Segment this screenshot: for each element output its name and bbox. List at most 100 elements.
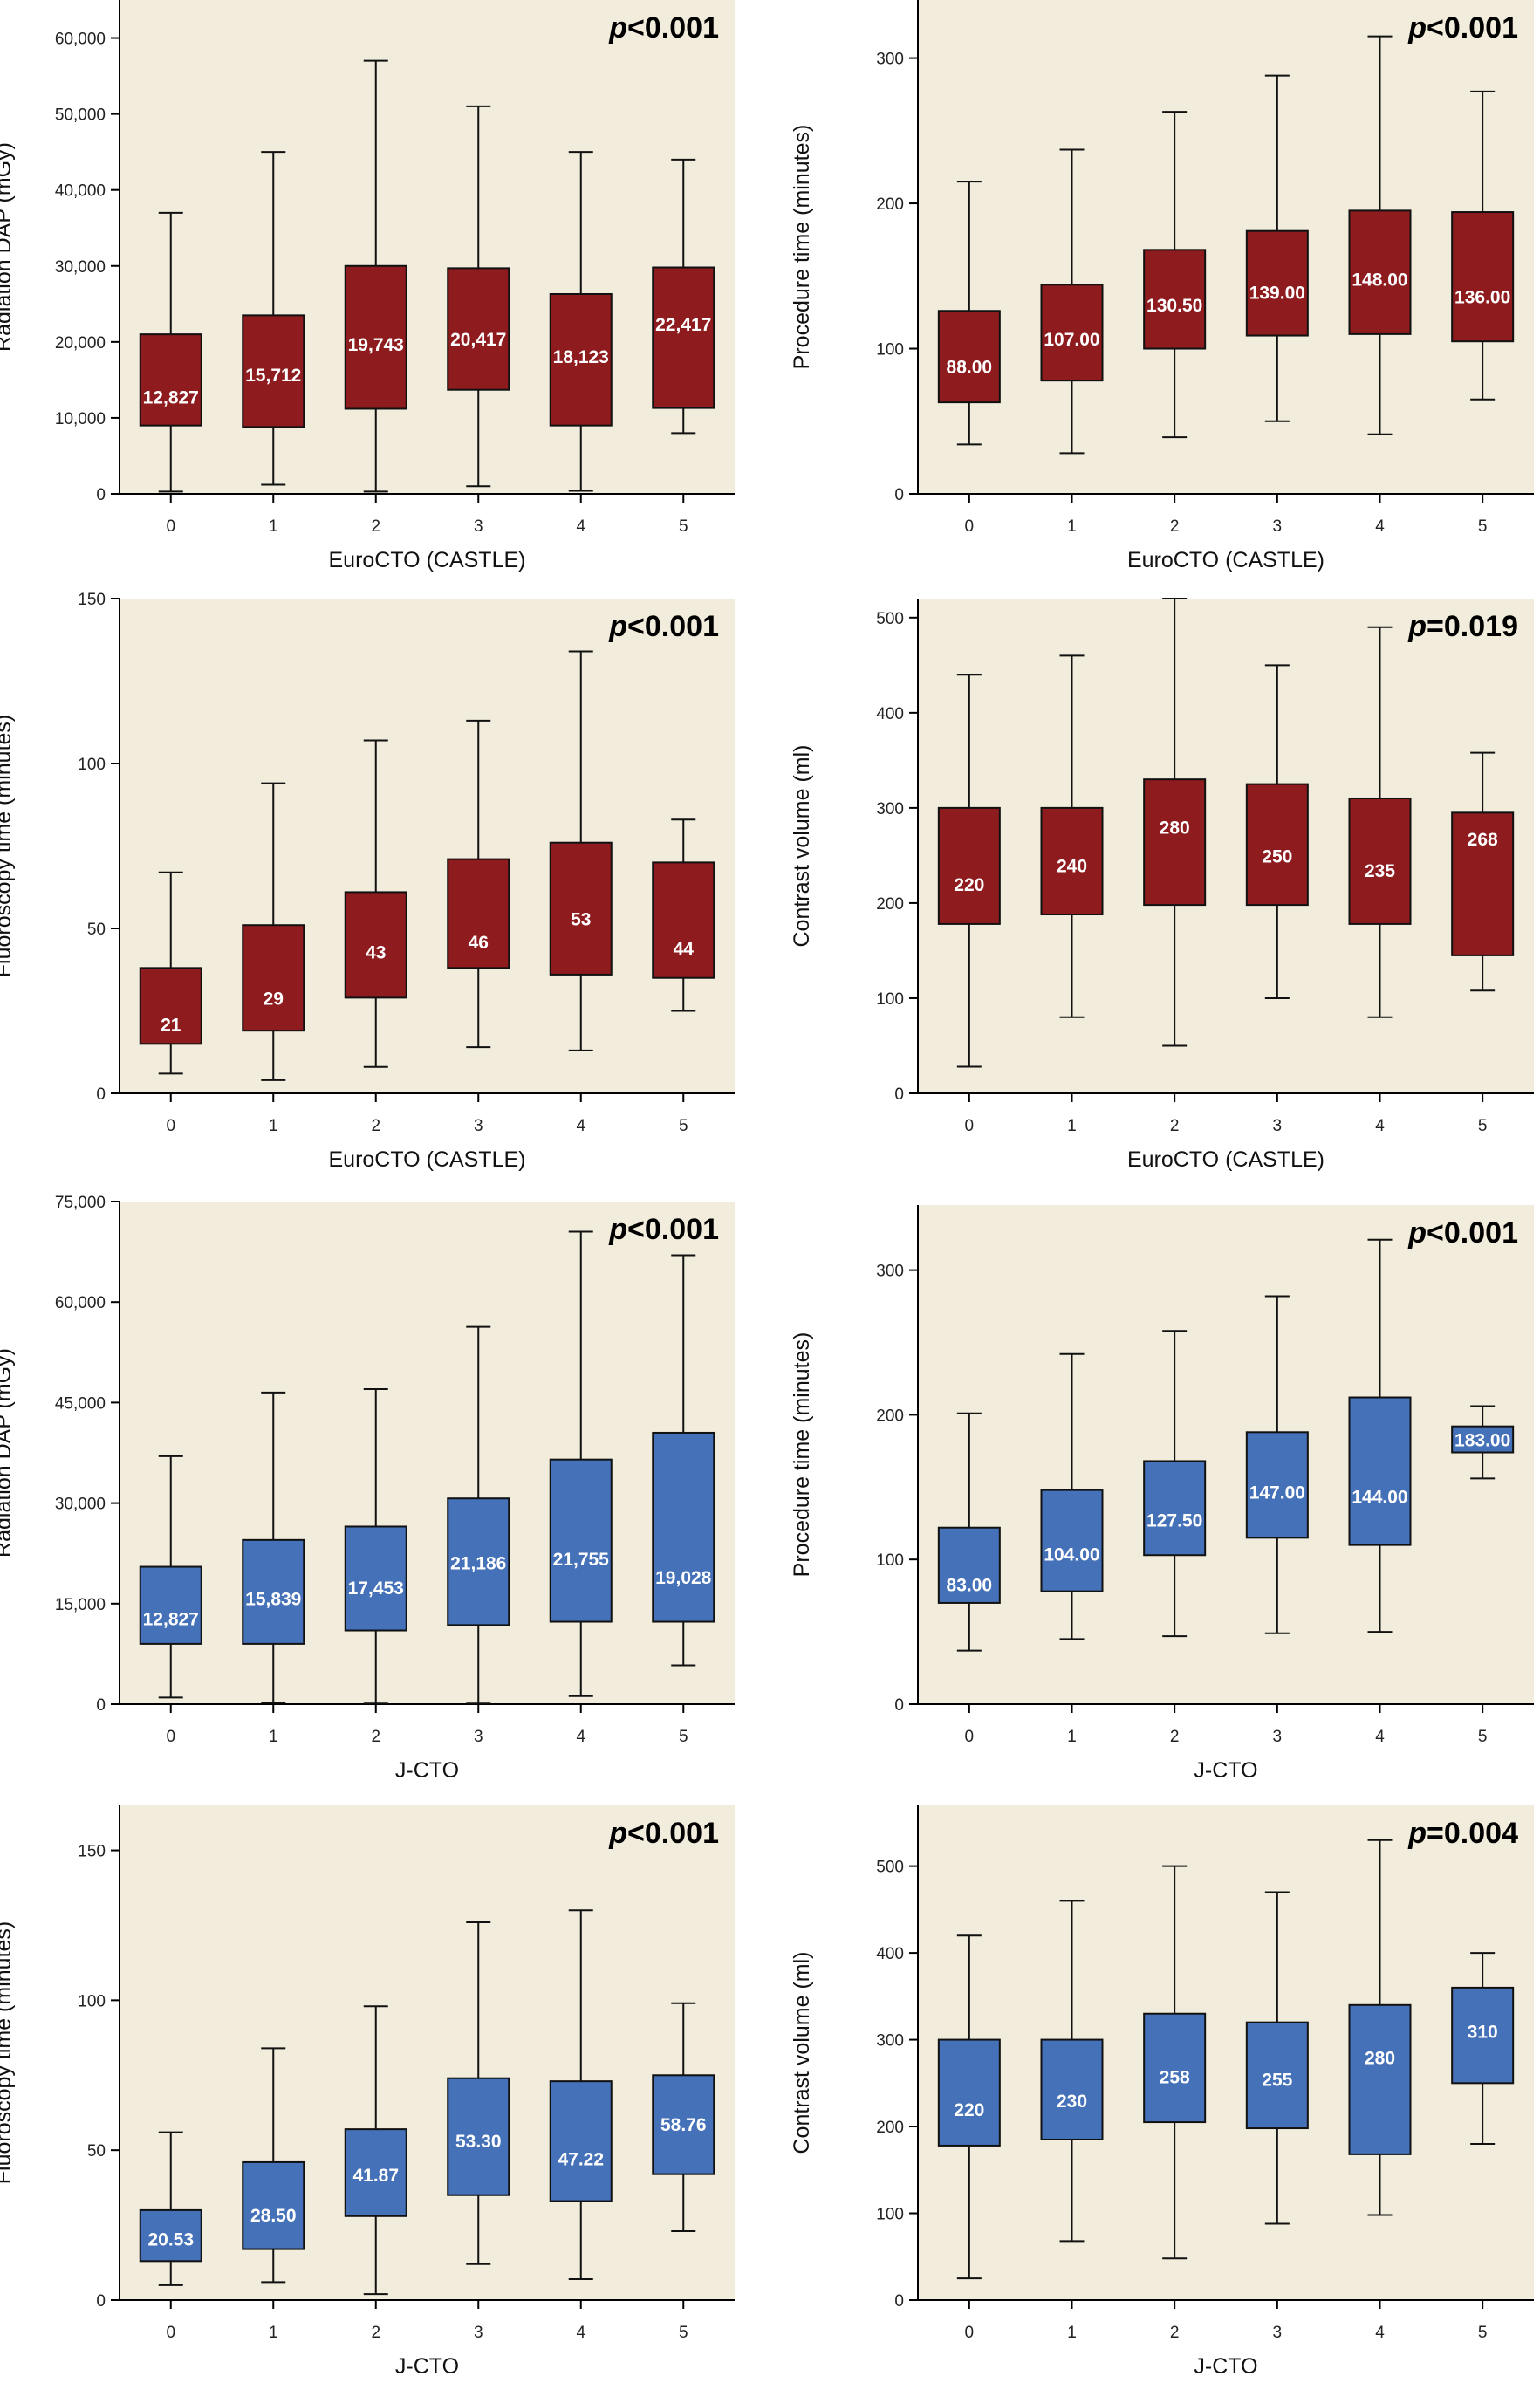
x-tick-label: 5 — [1478, 1728, 1488, 1746]
y-axis-title: Radiation DAP (mGy) — [0, 1348, 16, 1558]
iqr-box — [242, 1538, 305, 1645]
median-label: 310 — [1468, 2023, 1498, 2043]
box-1: 29 — [242, 782, 305, 1081]
y-tick-label: 0 — [894, 1085, 904, 1104]
median-label: 44 — [674, 940, 695, 960]
chart-panel-1: 0 100 200 300 0 1 2 3 4 5 EuroCTO (CASTLE) Procedur… — [790, 0, 1534, 572]
x-tick-label: 1 — [269, 2324, 278, 2342]
box-1: 28.50 — [242, 2047, 305, 2284]
box-2: 127.50 — [1143, 1330, 1207, 1638]
y-tick-label: 50 — [87, 2142, 106, 2160]
x-tick-label: 4 — [1375, 1117, 1385, 1135]
y-axis-title: Contrast volume (ml) — [790, 1952, 814, 2154]
y-axis-title: Procedure time (minutes) — [790, 125, 814, 370]
x-tick-label: 4 — [1375, 2324, 1385, 2342]
x-tick-label: 0 — [965, 1728, 975, 1746]
y-tick-label: 200 — [876, 895, 904, 914]
iqr-box — [549, 1458, 613, 1623]
y-axis-title: Fluoroscopy time (minutes) — [0, 1921, 16, 2184]
iqr-box — [1040, 1489, 1104, 1592]
iqr-box — [242, 924, 305, 1032]
median-label: 183.00 — [1454, 1431, 1510, 1451]
median-label: 20.53 — [147, 2229, 194, 2249]
box-5: 268 — [1451, 751, 1515, 992]
y-tick-label: 75,000 — [55, 1194, 106, 1212]
x-tick-label: 4 — [576, 1117, 585, 1135]
iqr-box — [937, 2038, 1001, 2147]
iqr-box — [1040, 284, 1104, 382]
y-tick-label: 20,000 — [55, 334, 106, 353]
box-4: 53 — [549, 650, 613, 1051]
y-tick-label: 200 — [876, 2119, 904, 2137]
median-label: 147.00 — [1249, 1483, 1305, 1503]
box-2: 43 — [344, 739, 407, 1068]
box-1: 15,712 — [242, 151, 305, 486]
p-value-label: p<0.001 — [608, 610, 719, 643]
iqr-box — [1348, 2003, 1412, 2155]
y-tick-label: 0 — [96, 1696, 106, 1715]
p-value-label: p<0.001 — [1407, 1216, 1518, 1250]
x-tick-label: 5 — [679, 517, 688, 536]
iqr-box — [1143, 249, 1207, 350]
y-tick-label: 60,000 — [55, 31, 106, 49]
x-axis-title: EuroCTO (CASTLE) — [1127, 1147, 1324, 1172]
median-label: 21,186 — [450, 1553, 506, 1573]
plot-area — [120, 1805, 735, 2300]
p-value-label: p=0.019 — [1407, 610, 1518, 643]
iqr-box — [242, 314, 305, 428]
median-label: 268 — [1468, 830, 1498, 850]
box-5: 22,417 — [652, 158, 715, 435]
x-tick-label: 4 — [576, 517, 585, 536]
x-tick-label: 1 — [1067, 1728, 1077, 1746]
median-label: 58.76 — [660, 2115, 707, 2135]
x-tick-label: 0 — [965, 1117, 975, 1135]
median-label: 18,123 — [553, 347, 609, 367]
box-1: 15,839 — [242, 1391, 305, 1704]
median-label: 88.00 — [947, 358, 993, 378]
median-label: 280 — [1365, 2048, 1395, 2068]
box-4: 280 — [1348, 1839, 1412, 2216]
box-0: 220 — [937, 674, 1001, 1068]
median-label: 21,755 — [553, 1550, 610, 1570]
box-3: 255 — [1245, 1891, 1309, 2225]
box-0: 83.00 — [937, 1412, 1001, 1652]
chart-panel-7: 0 100 200 300 400 500 0 1 2 3 4 5 J-CTO Contrast volu… — [790, 1805, 1534, 2379]
median-label: 41.87 — [352, 2166, 399, 2186]
box-3: 20,417 — [447, 105, 510, 488]
x-tick-label: 5 — [679, 1728, 688, 1746]
x-tick-label: 3 — [474, 517, 483, 536]
iqr-box — [1245, 783, 1309, 907]
x-tick-label: 2 — [371, 2324, 380, 2342]
y-tick-label: 50 — [87, 921, 106, 939]
x-axis-title: J-CTO — [395, 1758, 459, 1783]
y-tick-label: 300 — [876, 2032, 904, 2051]
iqr-box — [242, 2160, 305, 2250]
chart-panel-6: 0 50 100 150 0 1 2 3 4 5 J-CTO Fluoroscopy time (mi… — [0, 1805, 735, 2379]
box-0: 21 — [139, 871, 202, 1075]
box-2: 41.87 — [344, 2005, 407, 2296]
p-value-label: p<0.001 — [608, 11, 719, 45]
plot-area — [918, 0, 1534, 494]
median-label: 136.00 — [1454, 288, 1510, 308]
y-tick-label: 100 — [78, 756, 106, 774]
x-tick-label: 1 — [269, 1728, 278, 1746]
box-2: 280 — [1143, 598, 1207, 1047]
box-1: 240 — [1040, 654, 1104, 1018]
x-tick-label: 5 — [679, 2324, 688, 2342]
box-2: 19,743 — [344, 59, 407, 493]
box-1: 104.00 — [1040, 1352, 1104, 1640]
median-label: 19,743 — [348, 335, 404, 355]
x-tick-label: 4 — [1375, 517, 1385, 536]
x-axis-title: J-CTO — [1194, 1758, 1257, 1783]
p-value-label: p<0.001 — [1407, 11, 1518, 45]
y-tick-label: 0 — [894, 2292, 904, 2311]
iqr-box — [447, 267, 510, 391]
y-tick-label: 500 — [876, 1859, 904, 1877]
x-axis-title: EuroCTO (CASTLE) — [1127, 548, 1324, 572]
box-5: 58.76 — [652, 2002, 715, 2232]
x-tick-label: 0 — [965, 2324, 975, 2342]
x-tick-label: 4 — [1375, 1728, 1385, 1746]
plot-area — [120, 1202, 735, 1704]
iqr-box — [652, 266, 715, 409]
